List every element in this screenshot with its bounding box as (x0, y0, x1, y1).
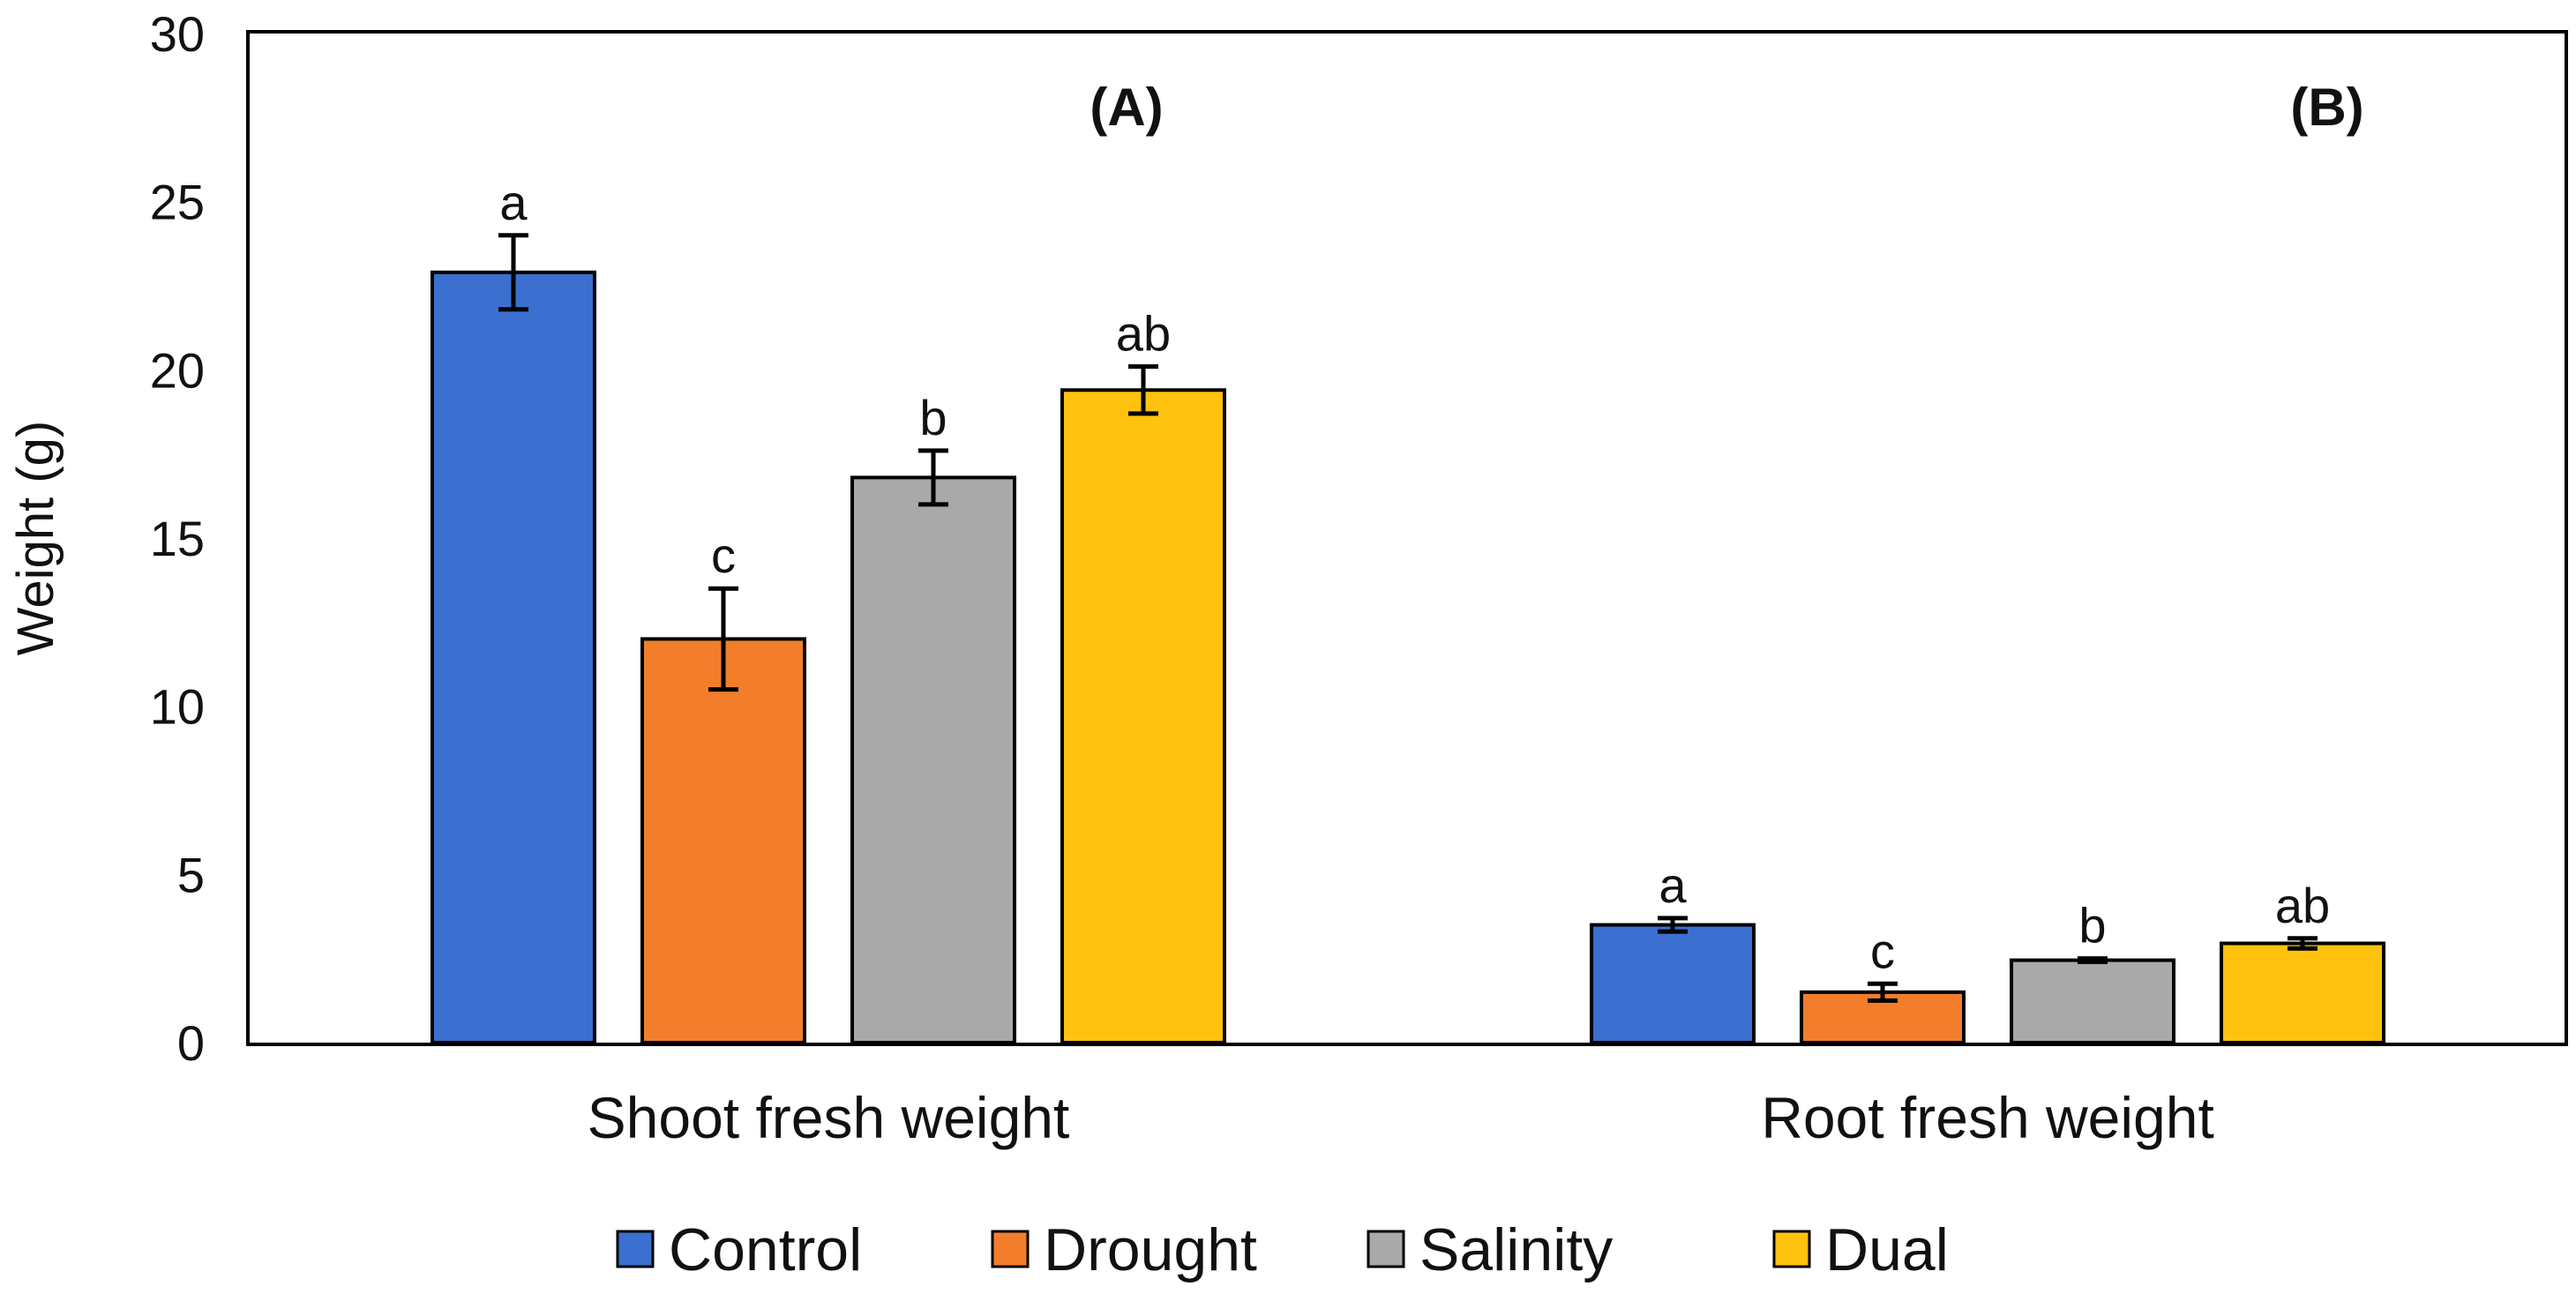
error-bars (498, 233, 2318, 1003)
legend-label: Control (669, 1216, 862, 1283)
error-bar-drought-1 (1868, 981, 1898, 1003)
category-label: Root fresh weight (1761, 1085, 2214, 1150)
bar-dual-1 (2220, 941, 2385, 1045)
legend-swatch (616, 1230, 655, 1268)
legend: Control Drought Salinity Dual (616, 1216, 1949, 1283)
y-tick-label: 10 (150, 679, 205, 735)
bar-salinity-0 (850, 475, 1016, 1044)
legend-label: Dual (1825, 1216, 1949, 1283)
significance-labels: a a c c b b ab ab (499, 175, 2330, 978)
significance-label: c (711, 527, 736, 583)
y-axis-title: Weight (g) (7, 421, 64, 655)
y-tick-label: 0 (177, 1015, 205, 1071)
error-bar-dual-1 (2288, 936, 2318, 951)
bar-control-0 (431, 270, 596, 1045)
significance-label: ab (2275, 878, 2330, 933)
panel-label: (A) (1090, 78, 1163, 137)
panel-label: (B) (2290, 78, 2363, 137)
significance-label: b (919, 390, 947, 445)
legend-item-dual: Dual (1772, 1216, 1949, 1283)
y-tick-label: 30 (150, 6, 205, 62)
legend-item-drought: Drought (991, 1216, 1257, 1283)
plot-frame (246, 30, 2568, 1046)
legend-label: Drought (1044, 1216, 1257, 1283)
error-bar-salinity-1 (2078, 956, 2108, 964)
category-labels: Shoot fresh weight Root fresh weight (588, 1085, 2214, 1150)
panel-labels: (A) (B) (1090, 78, 2363, 137)
error-bar-salinity-0 (918, 448, 948, 507)
y-tick-label: 25 (150, 175, 205, 230)
significance-label: b (2078, 898, 2106, 954)
legend-swatch (1772, 1230, 1811, 1268)
y-tick-label: 5 (177, 847, 205, 902)
bar-dual-0 (1060, 388, 1226, 1045)
significance-label: c (1870, 923, 1895, 978)
bars (431, 270, 2385, 1045)
legend-item-salinity: Salinity (1367, 1216, 1613, 1283)
legend-item-control: Control (616, 1216, 862, 1283)
error-bar-dual-0 (1128, 364, 1158, 416)
y-axis: 0 5 10 15 20 25 30 (150, 6, 205, 1071)
significance-label: a (1659, 857, 1687, 913)
significance-label: a (499, 175, 528, 230)
legend-swatch (1367, 1230, 1405, 1268)
significance-label: ab (1116, 306, 1171, 362)
bar-drought-0 (640, 637, 806, 1045)
bar-control-1 (1590, 923, 1756, 1044)
legend-swatch (991, 1230, 1030, 1268)
error-bar-control-1 (1658, 916, 1688, 934)
error-bar-drought-0 (708, 586, 738, 692)
legend-label: Salinity (1419, 1216, 1613, 1283)
y-tick-label: 15 (150, 511, 205, 566)
y-tick-label: 20 (150, 342, 205, 398)
error-bar-control-0 (498, 233, 528, 312)
bar-salinity-1 (2010, 958, 2175, 1045)
category-label: Shoot fresh weight (588, 1085, 1070, 1150)
